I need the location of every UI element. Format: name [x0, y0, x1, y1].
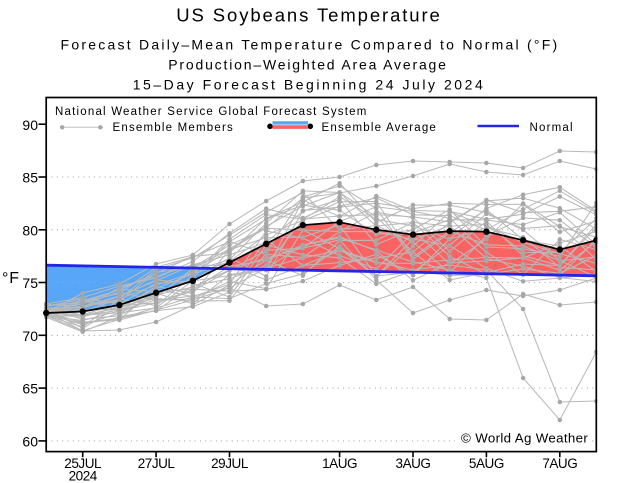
svg-text:25JUL: 25JUL [64, 456, 102, 471]
svg-text:7AUG: 7AUG [542, 456, 577, 471]
svg-text:60: 60 [22, 434, 38, 450]
svg-text:°F: °F [2, 270, 20, 287]
svg-text:85: 85 [22, 170, 38, 186]
svg-text:Normal: Normal [530, 122, 574, 134]
svg-text:29JUL: 29JUL [211, 456, 249, 471]
svg-text:National Weather Service Globa: National Weather Service Global Forecast… [55, 106, 368, 118]
svg-text:3AUG: 3AUG [396, 456, 431, 471]
svg-text:© World Ag Weather: © World Ag Weather [461, 431, 588, 446]
svg-text:Forecast Daily–Mean Temperatur: Forecast Daily–Mean Temperature Compared… [61, 37, 560, 53]
svg-text:2024: 2024 [69, 469, 98, 483]
svg-text:15–Day Forecast Beginning 24 J: 15–Day Forecast Beginning 24 July 2024 [133, 76, 486, 92]
svg-text:80: 80 [22, 222, 38, 238]
svg-text:27JUL: 27JUL [138, 456, 176, 471]
svg-text:5AUG: 5AUG [469, 456, 504, 471]
svg-text:65: 65 [22, 381, 38, 397]
svg-text:US Soybeans Temperature: US Soybeans Temperature [176, 5, 441, 26]
svg-text:75: 75 [22, 275, 38, 291]
svg-text:1AUG: 1AUG [322, 456, 357, 471]
svg-text:Ensemble Members: Ensemble Members [113, 122, 234, 134]
svg-text:90: 90 [22, 117, 38, 133]
svg-text:70: 70 [22, 328, 38, 344]
svg-text:Production–Weighted Area Avera: Production–Weighted Area Average [168, 57, 448, 73]
svg-text:Ensemble Average: Ensemble Average [322, 122, 438, 134]
